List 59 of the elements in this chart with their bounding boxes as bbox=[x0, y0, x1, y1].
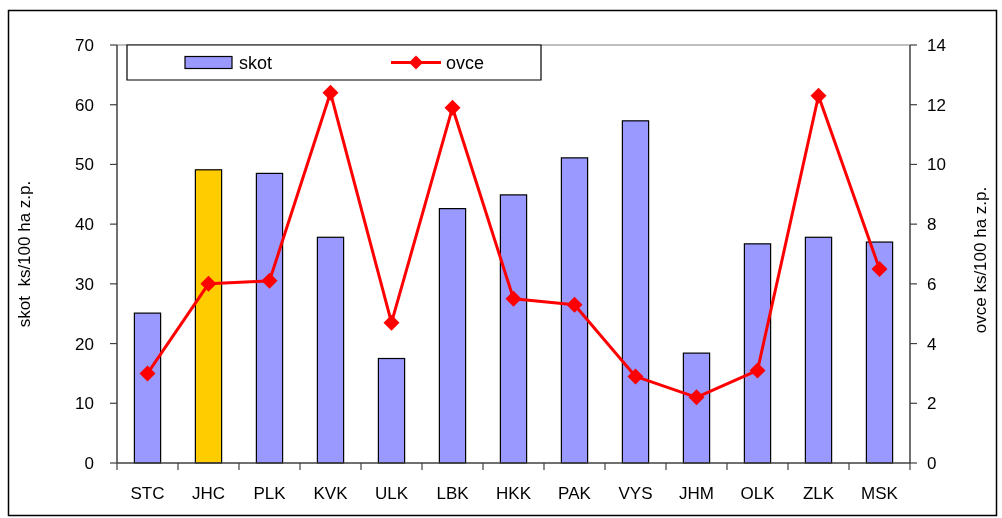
y2-tick-label: 4 bbox=[927, 334, 937, 354]
x-tick-label: MSK bbox=[861, 484, 899, 503]
point bbox=[688, 389, 705, 406]
y2-tick-label: 10 bbox=[927, 155, 946, 175]
legend-label: ovce bbox=[446, 52, 485, 73]
bar bbox=[682, 352, 711, 464]
point bbox=[322, 84, 339, 101]
point bbox=[810, 87, 827, 104]
bar bbox=[255, 172, 284, 464]
y2-tick-label: 2 bbox=[927, 394, 937, 414]
y-tick-label: 70 bbox=[75, 35, 94, 55]
bar bbox=[316, 236, 345, 464]
y2-tick-label: 0 bbox=[927, 453, 937, 473]
x-tick-label: JHC bbox=[191, 484, 226, 503]
legend-label: skot bbox=[239, 52, 273, 73]
point bbox=[383, 314, 400, 331]
point bbox=[139, 365, 156, 382]
bar bbox=[804, 236, 833, 464]
x-tick-label: KVK bbox=[313, 484, 349, 503]
x-tick-label: PAK bbox=[558, 484, 592, 503]
y-tick-label: 30 bbox=[75, 274, 94, 294]
point bbox=[627, 368, 644, 385]
point bbox=[261, 272, 278, 289]
y-tick-label: 20 bbox=[75, 334, 94, 354]
y2-tick-label: 8 bbox=[927, 215, 937, 235]
y-axis-title: skot ks/100 ha z.p. bbox=[15, 180, 34, 328]
point bbox=[566, 296, 583, 313]
point bbox=[505, 290, 522, 307]
x-tick-label: HKK bbox=[496, 484, 532, 503]
y2-tick-label: 14 bbox=[927, 35, 946, 55]
bar bbox=[194, 169, 223, 464]
y-tick-label: 60 bbox=[75, 95, 94, 115]
y2-tick-label: 12 bbox=[927, 95, 946, 115]
bar bbox=[133, 312, 162, 464]
bar bbox=[560, 157, 589, 464]
y2-tick-label: 6 bbox=[927, 274, 937, 294]
y2-axis-title: ovce ks/100 ha z.p. bbox=[970, 186, 990, 334]
x-tick-label: JHM bbox=[679, 484, 714, 503]
x-tick-label: OLK bbox=[740, 484, 776, 503]
bar bbox=[865, 241, 894, 464]
point bbox=[200, 275, 217, 292]
x-tick-label: ZLK bbox=[802, 484, 835, 503]
x-tick-label: STC bbox=[130, 484, 165, 503]
bar bbox=[377, 357, 406, 464]
bar bbox=[621, 120, 650, 464]
bar bbox=[743, 243, 772, 464]
point bbox=[871, 260, 888, 277]
y-tick-label: 50 bbox=[75, 155, 94, 175]
point bbox=[749, 362, 766, 379]
bar bbox=[499, 194, 528, 464]
x-tick-label: PLK bbox=[253, 484, 287, 503]
x-tick-label: ULK bbox=[374, 484, 409, 503]
y-tick-label: 0 bbox=[84, 453, 94, 473]
x-tick-label: LBK bbox=[436, 484, 470, 503]
y-tick-label: 10 bbox=[75, 394, 94, 414]
x-tick-label: VYS bbox=[618, 484, 653, 503]
y-tick-label: 40 bbox=[75, 215, 94, 235]
point bbox=[444, 99, 461, 116]
bar bbox=[438, 208, 467, 464]
